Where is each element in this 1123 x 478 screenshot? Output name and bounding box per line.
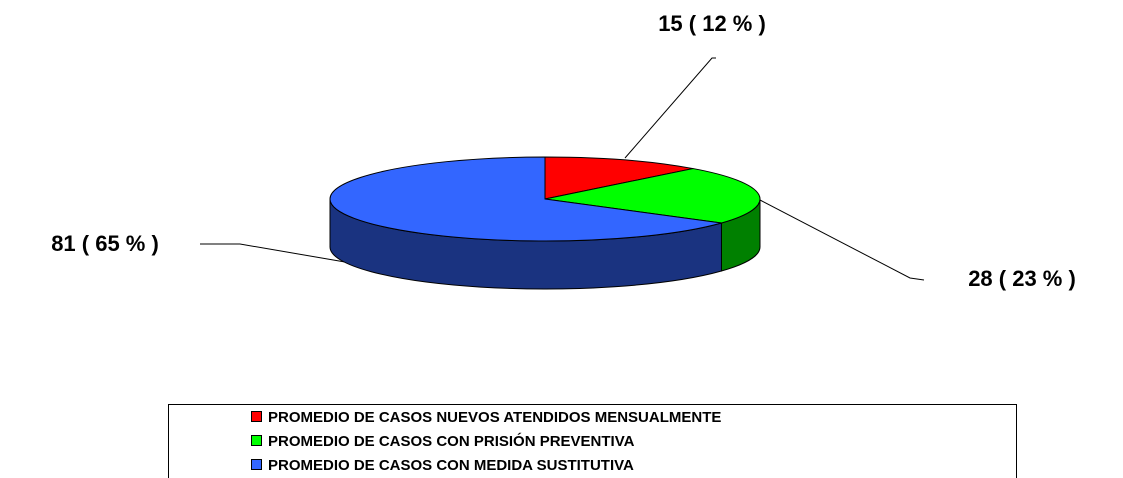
slice	[544, 168, 761, 224]
leader-line	[624, 57, 716, 159]
legend-box	[168, 404, 1017, 478]
legend-label: PROMEDIO DE CASOS CON MEDIDA SUSTITUTIVA	[268, 457, 634, 474]
data-label: 81 ( 65 % )	[51, 231, 159, 256]
legend-swatch	[251, 459, 262, 470]
pie	[329, 156, 761, 290]
legend-label: PROMEDIO DE CASOS NUEVOS ATENDIDOS MENSU…	[268, 409, 721, 426]
leader-line	[200, 243, 346, 263]
slice	[329, 156, 722, 242]
legend-label: PROMEDIO DE CASOS CON PRISIÓN PREVENTIVA	[268, 432, 635, 450]
data-label: 28 ( 23 % )	[968, 266, 1076, 291]
slice	[544, 156, 694, 200]
legend-swatch	[251, 411, 262, 422]
leader-line	[759, 199, 925, 281]
data-label: 15 ( 12 % )	[658, 11, 766, 36]
legend-swatch	[251, 435, 262, 446]
leader-lines	[200, 57, 925, 281]
